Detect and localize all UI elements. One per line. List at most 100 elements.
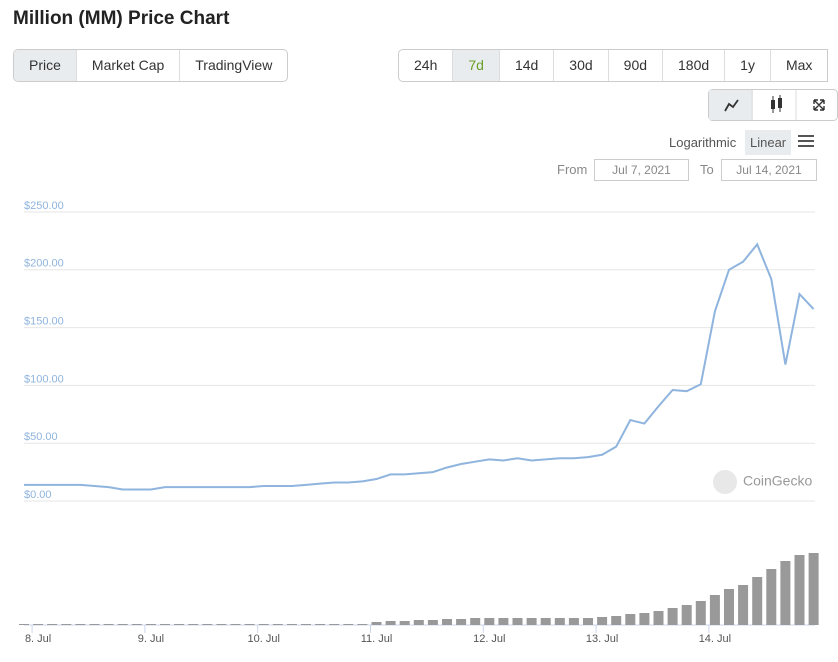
x-tick-label: 11. Jul [361,633,393,645]
volume-bar [808,553,819,625]
volume-bar [19,624,29,625]
volume-bar [89,624,100,625]
watermark: CoinGecko [743,473,812,489]
volume-bar [47,624,58,625]
volume-bar [258,624,269,625]
volume-bar [33,624,44,625]
volume-bar [385,621,396,625]
volume-bar [131,624,142,625]
volume-bar [653,611,664,625]
y-tick-label: $50.00 [24,431,58,443]
volume-bar [738,585,749,625]
candle-icon[interactable] [771,95,782,113]
range-button[interactable]: 7d [452,50,499,81]
volume-bar [583,618,593,625]
menu-icon[interactable] [797,134,815,148]
volume-bar [526,618,537,625]
y-tick-label: $0.00 [24,489,52,501]
volume-bar [399,621,410,625]
volume-bar [554,618,565,625]
range-button[interactable]: 1y [724,50,770,81]
tab-group: Price Market Cap TradingView [13,49,289,82]
volume-bar [456,619,467,625]
from-label: From [557,162,588,177]
volume-bar [470,618,481,625]
volume-bar [343,624,354,625]
volume-bar [103,624,114,625]
range-button[interactable]: 180d [662,50,724,81]
volume-bar [639,613,650,625]
volume-bar [752,577,763,625]
x-tick-label: 8. Jul [25,633,51,645]
range-button[interactable]: 30d [553,50,607,81]
volume-bar [625,614,636,625]
volume-bar [61,624,72,625]
range-group: 24h 7d 14d 30d 90d 180d 1y Max [398,49,829,82]
range-button[interactable]: 90d [607,50,662,81]
chart-type-icons [708,89,838,121]
volume-bar [315,624,326,625]
range-button[interactable]: 24h [414,57,438,73]
volume-bar [498,618,509,625]
volume-bar [724,589,734,625]
y-tick-label: $200.00 [24,258,64,270]
volume-bar [484,618,495,625]
volume-bar [568,618,579,625]
volume-bar [202,624,213,625]
volume-bar [117,624,128,625]
volume-bar [512,618,523,625]
range-button[interactable]: 14d [498,50,553,81]
volume-bar [413,620,424,625]
volume-bar [160,624,170,625]
volume-bar [75,624,86,625]
volume-bar [611,616,622,625]
volume-bar [188,624,199,625]
watermark-logo [713,470,737,494]
volume-bar [371,622,382,625]
volume-bar [329,624,340,625]
volume-bar [597,617,608,625]
x-tick-label: 12. Jul [473,633,505,645]
volume-bar [681,605,692,625]
volume-bar [174,624,185,625]
x-tick-label: 10. Jul [247,633,279,645]
volume-bar [272,624,283,625]
volume-bar [301,624,311,625]
volume-bar [230,624,241,625]
volume-bar [442,619,452,625]
y-tick-label: $100.00 [24,373,64,385]
x-tick-label: 9. Jul [138,633,164,645]
to-input[interactable]: Jul 14, 2021 [721,159,817,181]
volume-bar [766,569,777,625]
volume-bar [216,624,227,625]
volume-bar [540,618,551,625]
page-title: Million (MM) Price Chart [13,8,230,29]
tab[interactable]: TradingView [179,50,287,81]
price-line [24,242,815,491]
range-button[interactable]: Max [769,50,827,81]
tab[interactable]: Price [14,50,76,81]
volume-bar [145,624,156,625]
from-input[interactable]: Jul 7, 2021 [594,159,689,181]
x-tick-label: 14. Jul [699,633,731,645]
volume-bar [695,601,706,625]
to-label: To [700,162,714,177]
volume-bar [780,561,791,625]
volume-bar [427,620,438,625]
line-icon [724,99,739,112]
tab[interactable]: Market Cap [75,50,179,81]
volume-bar [286,624,297,625]
volume-bar [357,624,368,625]
volume-bar [709,595,720,625]
fullscreen-icon[interactable] [813,99,825,111]
scale-option[interactable]: Linear [745,130,792,155]
volume-bar [794,555,805,625]
y-tick-label: $250.00 [24,200,64,212]
volume-bar [244,624,255,625]
y-tick-label: $150.00 [24,316,64,328]
volume-bar [667,608,678,625]
x-tick-label: 13. Jul [586,633,618,645]
scale-option[interactable]: Logarithmic [669,135,737,150]
